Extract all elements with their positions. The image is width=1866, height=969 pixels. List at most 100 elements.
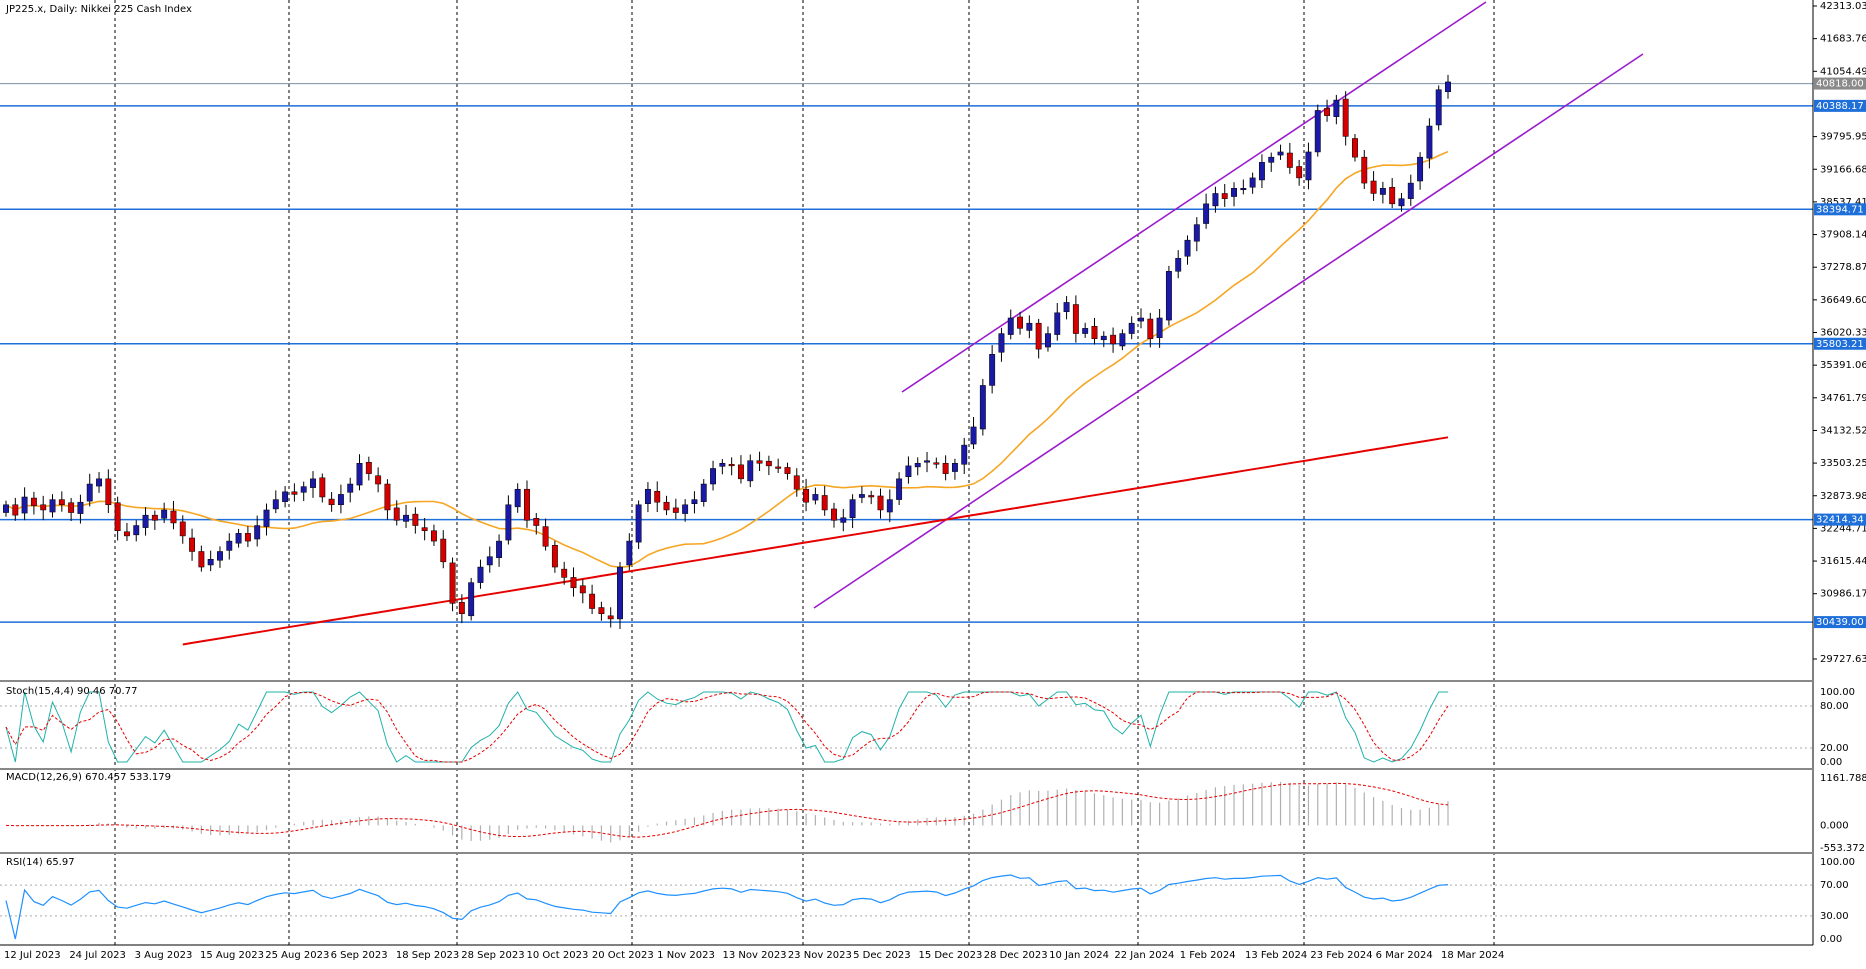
price-tick-label: 29727.63: [1820, 654, 1866, 665]
time-tick-label: 15 Aug 2023: [200, 950, 264, 961]
rsi-title: RSI(14) 65.97: [6, 857, 75, 868]
candle-body: [1193, 224, 1200, 242]
candle-body: [933, 462, 940, 465]
time-tick-label: 10 Jan 2024: [1049, 950, 1109, 961]
candle-body: [672, 507, 679, 513]
candle-body: [375, 475, 382, 485]
candle-body: [486, 556, 493, 566]
candle-body: [1352, 138, 1358, 158]
candle-body: [1221, 193, 1228, 199]
candle-body: [226, 540, 233, 551]
candle-body: [1342, 98, 1349, 137]
price-tick-label: 42313.03: [1820, 1, 1866, 12]
candle-body: [1184, 239, 1191, 257]
candle-body: [979, 385, 986, 430]
time-tick-label: 10 Oct 2023: [527, 950, 589, 961]
candle-body: [347, 483, 354, 493]
time-tick-label: 24 Jul 2023: [69, 950, 126, 961]
candle-body: [1035, 322, 1042, 350]
pane-separator: [0, 680, 1813, 682]
candle-body: [458, 602, 465, 614]
candle-body: [1324, 108, 1331, 116]
time-tick-label: 28 Dec 2023: [984, 950, 1048, 961]
price-tick-label: 36020.33: [1820, 328, 1866, 339]
candle-body: [1203, 203, 1210, 224]
price-tick-label: 38537.41: [1820, 197, 1866, 208]
time-tick-label: 28 Sep 2023: [461, 950, 524, 961]
candle-body: [1082, 328, 1089, 334]
rsi-level-label: 0.00: [1820, 934, 1842, 945]
candle-body: [942, 463, 949, 474]
price-tick-label: 41683.76: [1820, 34, 1866, 45]
rsi-line: [5, 874, 1449, 940]
level-price-label: 38394.71: [1816, 204, 1864, 215]
candle-body: [151, 514, 158, 521]
candle-body: [1249, 177, 1256, 188]
time-tick-label: 25 Aug 2023: [265, 950, 329, 961]
macd-level-label: 0.000: [1820, 820, 1849, 831]
candle-body: [1100, 335, 1107, 341]
candle-body: [1017, 316, 1024, 329]
candle-body: [505, 504, 512, 541]
candlesticks: [3, 74, 1451, 629]
candle-body: [468, 582, 475, 617]
price-tick-label: 34761.79: [1820, 393, 1866, 404]
level-price-labels: 40388.17 38394.71 35803.21 32414.34 30439.00…: [1814, 77, 1866, 629]
candle-body: [300, 486, 307, 493]
candle-body: [1314, 110, 1321, 153]
candle-body: [1072, 304, 1079, 334]
time-tick-label: 6 Sep 2023: [331, 950, 388, 961]
time-tick-label: 15 Dec 2023: [918, 950, 982, 961]
candle-body: [77, 501, 84, 514]
candle-body: [310, 478, 316, 488]
candle-body: [1379, 188, 1386, 195]
stoch-signal-line: [5, 691, 1449, 763]
candle-body: [114, 502, 121, 531]
candle-body: [282, 491, 289, 502]
candle-body: [812, 494, 819, 501]
candle-body: [356, 463, 363, 486]
candle-body: [747, 460, 754, 482]
macd-level-label: -553.372: [1820, 843, 1865, 854]
candle-body: [40, 504, 47, 511]
candle-body: [412, 513, 419, 526]
stoch-level-label: 100.00: [1820, 687, 1855, 698]
candle-body: [1361, 156, 1368, 184]
macd-title: MACD(12,26,9) 670.457 533.179: [6, 772, 171, 783]
candle-body: [105, 478, 112, 506]
price-tick-label: 30986.17: [1820, 589, 1866, 600]
stoch-level-label: 80.00: [1820, 701, 1849, 712]
candle-body: [1156, 317, 1163, 338]
candle-body: [877, 495, 884, 511]
level-label-bg: [1814, 99, 1866, 112]
candle-body: [142, 514, 149, 528]
candle-body: [1333, 99, 1340, 117]
level-label-bg: [1814, 337, 1866, 350]
candle-body: [133, 525, 140, 536]
candle-body: [207, 559, 214, 566]
time-tick-label: 23 Nov 2023: [788, 950, 852, 961]
candle-body: [626, 540, 633, 566]
candle-body: [607, 615, 614, 620]
candle-body: [1231, 188, 1237, 197]
candle-body: [914, 463, 921, 468]
candle-body: [49, 499, 56, 513]
candle-body: [235, 533, 242, 544]
price-tick-label: 33503.25: [1820, 458, 1866, 469]
rsi-level-label: 100.00: [1820, 857, 1855, 868]
price-tick-label: 39166.68: [1820, 164, 1866, 175]
candle-body: [1296, 166, 1303, 179]
candle-body: [579, 585, 586, 594]
moving-averages: [5, 150, 1449, 646]
time-tick-label: 18 Sep 2023: [396, 950, 459, 961]
stoch-title: Stoch(15,4,4) 90.46 70.77: [6, 686, 137, 697]
candle-body: [1110, 334, 1117, 345]
candle-body: [1258, 162, 1265, 181]
candle-body: [254, 525, 261, 540]
macd-signal-line: [5, 782, 1449, 838]
candle-body: [924, 460, 930, 463]
candle-body: [496, 540, 503, 558]
candle-body: [123, 531, 130, 537]
